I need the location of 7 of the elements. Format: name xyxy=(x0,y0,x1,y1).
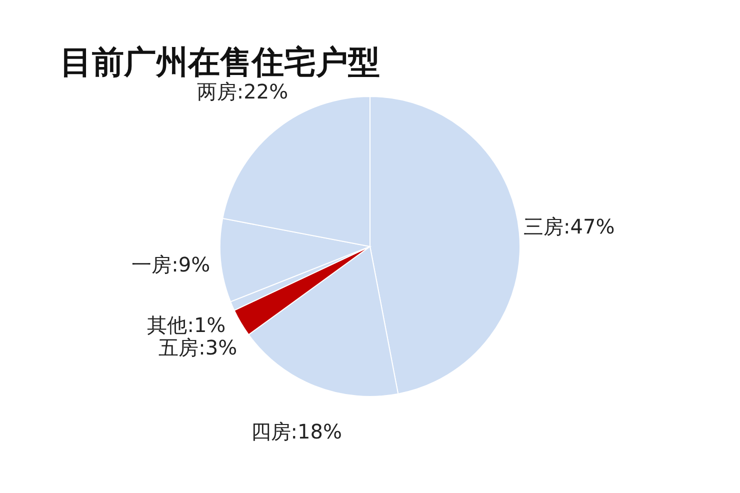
slice-label: 三房:47% xyxy=(524,214,615,239)
chart-title: 目前广州在售住宅户型 xyxy=(60,43,380,81)
slice-label: 其他:1% xyxy=(147,312,226,337)
slice-label: 一房:9% xyxy=(132,252,210,276)
slice-label: 五房:3% xyxy=(158,335,238,360)
slice-label: 两房:22% xyxy=(196,79,288,104)
slice-label: 四房:18% xyxy=(250,419,342,444)
